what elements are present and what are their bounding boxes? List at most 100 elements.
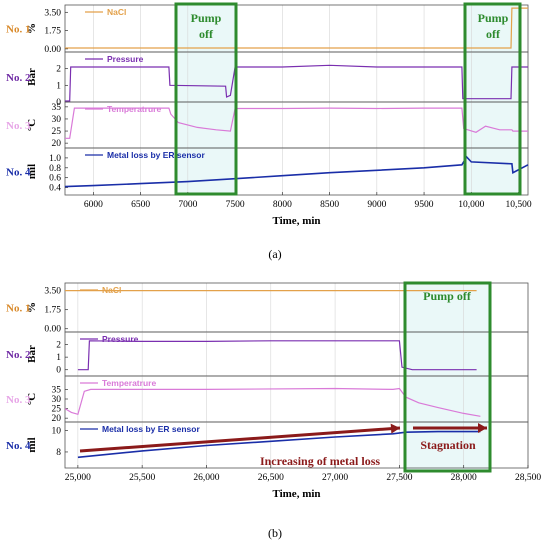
legend-label: Metal loss by ER sensor [102,424,200,434]
x-tick-label: 26,000 [193,473,219,483]
pump-off-highlight [176,4,236,194]
x-axis-label: Time, min [272,488,320,500]
subplot-frame [64,421,529,469]
legend-label: Temperatrure [102,378,156,388]
y-tick-label: 0 [56,98,61,108]
y-tick-label: 0.00 [44,325,61,335]
x-tick-label: 10,000 [458,200,484,210]
x-tick-label: 7500 [226,200,245,210]
series-line-4 [77,430,481,459]
series-line-3 [65,107,528,139]
series-line-4 [64,155,529,188]
row-label: No. 4 [6,440,31,452]
y-tick-label: 30 [52,115,62,125]
x-tick-label: 9000 [367,200,386,210]
y-tick-label: 1 [56,81,61,91]
y-tick-label: 30 [52,395,62,405]
y-axis-unit: °C [26,119,38,131]
x-axis-label: Time, min [272,215,320,227]
panel-caption: (b) [268,526,282,540]
y-tick-label: 1 [56,353,61,363]
subplot-frame [64,4,529,53]
legend-label: Pressure [102,334,139,344]
x-tick-label: 28,000 [451,473,477,483]
trend-arrow [79,426,401,453]
pump-off-label: off [199,27,214,41]
x-tick-label: 9500 [415,200,434,210]
y-tick-label: 2 [56,341,61,351]
arrow-head [478,423,487,433]
x-tick-label: 28,500 [515,473,541,483]
y-tick-label: 1.0 [49,154,61,164]
subplot-1: 0.00 1.75 3.50%No. 1 NaCl [6,282,529,335]
legend-label: Temperatrure [107,104,161,114]
legend-label: NaCl [107,7,126,17]
y-tick-label: 0.4 [49,184,61,194]
series-line-2 [65,64,528,102]
y-tick-label: 25 [52,405,62,415]
trend-label: Stagnation [420,438,476,452]
x-tick-label: 8500 [320,200,339,210]
y-axis-unit: mil [26,164,38,179]
y-axis-unit: °C [26,393,38,405]
subplot-3: 20 25 30 35 °CNo. 3 Temperatrure [6,101,529,149]
pump-off-box [403,281,492,473]
y-tick-label: 3.50 [44,8,61,18]
y-axis-unit: % [26,302,38,313]
x-tick-label: 27,500 [386,473,412,483]
panel-caption: (a) [268,247,281,261]
x-tick-label: 25,000 [65,473,91,483]
subplot-1: 0.00 1.75 3.50%No. 1 NaCl [6,4,529,55]
y-tick-label: 25 [52,127,62,137]
pump-off-box [463,2,522,196]
y-tick-label: 20 [52,139,62,149]
y-tick-label: 3.50 [44,287,61,297]
y-tick-label: 35 [52,385,62,395]
row-label: No. 2 [6,72,31,84]
row-label: No. 3 [6,120,31,132]
row-label: No. 4 [6,167,31,179]
y-tick-label: 0.6 [49,174,61,184]
y-tick-label: 35 [52,103,62,113]
pump-off-box [174,2,238,196]
y-axis-unit: Bar [26,68,38,86]
row-label: No. 1 [6,303,30,315]
pump-off-label: Pump off [423,289,472,303]
x-tick-label: 27,000 [322,473,348,483]
arrow-head [390,423,400,434]
row-label: No. 2 [6,349,31,361]
y-tick-label: 2 [56,65,61,75]
x-tick-label: 6000 [84,200,103,210]
y-axis-unit: mil [26,437,38,452]
x-tick-label: 7000 [178,200,197,210]
series-line-1 [65,7,528,49]
x-tick-label: 26,500 [258,473,284,483]
y-axis-unit: % [26,23,38,34]
y-axis-unit: Bar [26,345,38,363]
row-label: No. 1 [6,24,30,36]
legend-label: Metal loss by ER sensor [107,150,205,160]
y-tick-label: 0 [56,366,61,376]
trend-label: Increasing of metal loss [260,454,380,468]
row-label: No. 3 [6,394,31,406]
series-line-3 [64,387,481,417]
x-tick-label: 10,500 [505,200,531,210]
pump-off-label: Pump [478,11,509,25]
x-tick-label: 8000 [273,200,292,210]
pump-off-label: Pump [191,11,222,25]
y-tick-label: 1.75 [44,27,61,37]
y-tick-label: 20 [52,414,62,424]
pump-off-highlight [405,283,490,471]
legend-label: Pressure [107,54,144,64]
y-tick-label: 0.00 [44,45,61,55]
y-tick-label: 8 [56,448,61,458]
subplot-frame [64,147,529,196]
pump-off-label: off [486,27,501,41]
y-tick-label: 1.75 [44,306,61,316]
